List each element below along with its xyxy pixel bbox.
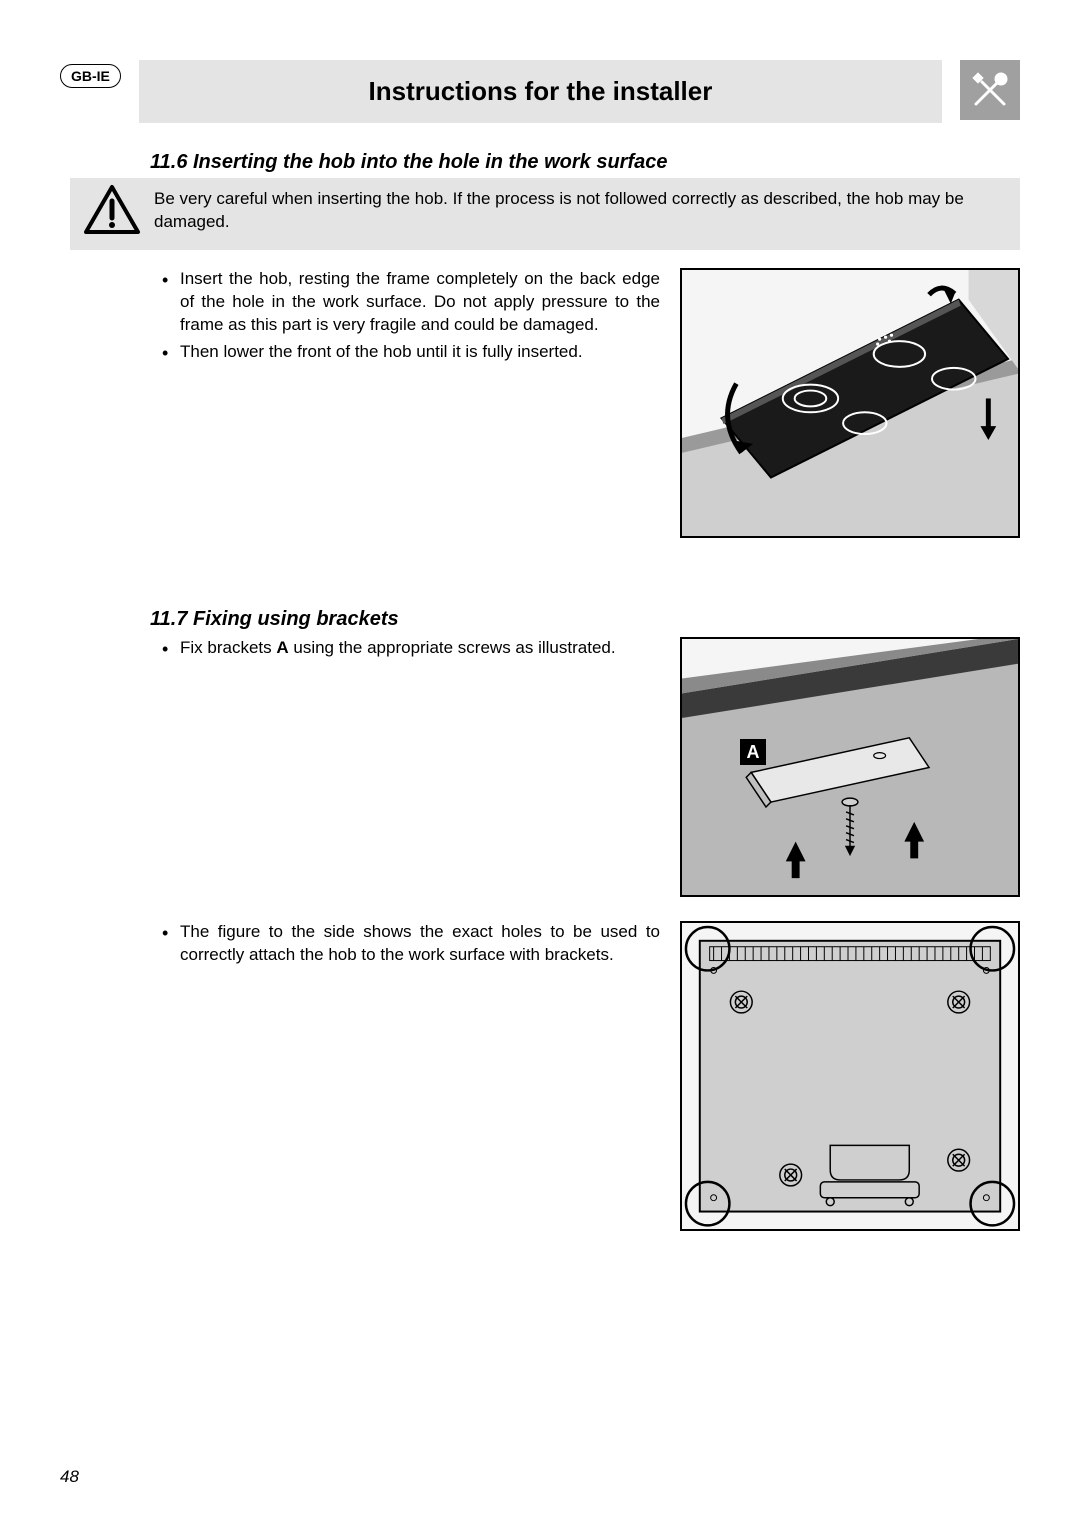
content-row-11-7b: The figure to the side shows the exact h… [60,921,1020,1231]
text-column-11-7b: The figure to the side shows the exact h… [60,921,680,971]
content-row-11-6: Insert the hob, resting the frame comple… [60,268,1020,538]
figure-hob-insertion [680,268,1020,538]
figure-bracket: A [680,637,1020,897]
text-column-11-6: Insert the hob, resting the frame comple… [60,268,680,368]
section-11-7: 11.7 Fixing using brackets Fix brackets … [60,608,1020,1231]
bullet-item: Insert the hob, resting the frame comple… [160,268,660,337]
warning-icon [80,184,144,236]
bullet-text: using the appropriate screws as illustra… [289,638,616,657]
text-column-11-7a: Fix brackets A using the appropriate scr… [60,637,680,664]
warning-text: Be very careful when inserting the hob. … [154,184,1010,234]
bracket-label-ref: A [276,638,288,657]
page-header: GB-IE Instructions for the installer [60,60,1020,123]
section-11-6: 11.6 Inserting the hob into the hole in … [60,151,1020,538]
section-heading-11-6: 11.6 Inserting the hob into the hole in … [150,151,1020,174]
bracket-a-label: A [740,739,766,765]
figure-bottom-view [680,921,1020,1231]
warning-block: Be very careful when inserting the hob. … [70,178,1020,250]
bullet-item: The figure to the side shows the exact h… [160,921,660,967]
section-heading-11-7: 11.7 Fixing using brackets [150,608,1020,631]
bullet-item: Fix brackets A using the appropriate scr… [160,637,660,660]
page-title: Instructions for the installer [139,60,942,123]
content-row-11-7a: Fix brackets A using the appropriate scr… [60,637,1020,897]
tools-icon [960,60,1020,120]
bottom-view-illustration [682,923,1018,1229]
language-badge: GB-IE [60,64,121,88]
bullet-item: Then lower the front of the hob until it… [160,341,660,364]
hob-insertion-illustration [682,270,1018,537]
bracket-illustration [682,639,1018,896]
bullet-text: Fix brackets [180,638,276,657]
page-number: 48 [60,1467,79,1487]
